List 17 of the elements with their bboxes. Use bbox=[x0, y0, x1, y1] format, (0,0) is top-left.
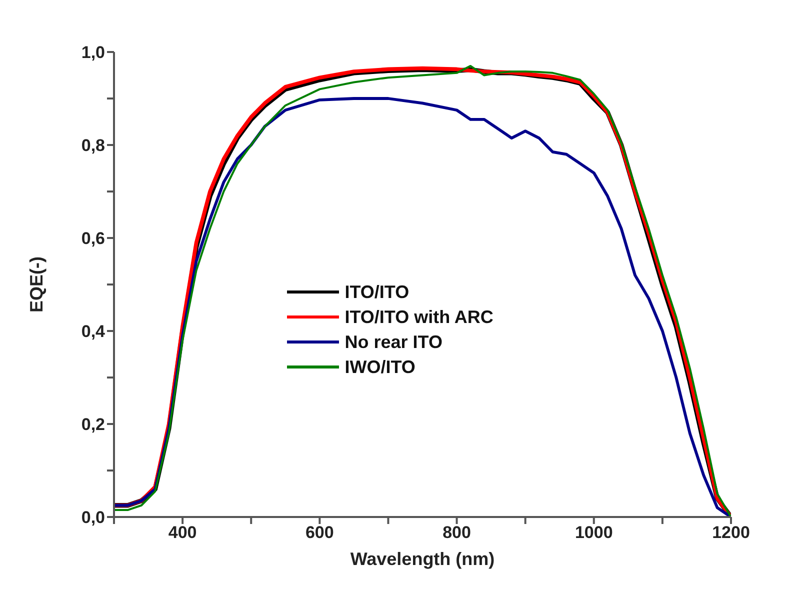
x-tick-label: 1200 bbox=[712, 523, 750, 542]
y-tick-label: 0,6 bbox=[81, 229, 105, 248]
x-tick-label: 400 bbox=[168, 523, 197, 542]
x-axis-title: Wavelength (nm) bbox=[350, 549, 495, 569]
legend-label: No rear ITO bbox=[344, 330, 442, 354]
legend-label: IWO/ITO bbox=[344, 356, 416, 379]
x-tick-label: 1000 bbox=[574, 523, 613, 542]
y-tick-label: 0,0 bbox=[81, 508, 105, 528]
y-axis-title: EQE(-) bbox=[26, 256, 46, 312]
x-tick-label: 600 bbox=[305, 523, 334, 542]
legend-label: ITO/ITO bbox=[344, 280, 410, 304]
y-tick-label: 0,2 bbox=[81, 415, 105, 434]
y-tick-label: 1,0 bbox=[81, 43, 105, 62]
legend-label: ITO/ITO with ARC bbox=[344, 306, 494, 329]
y-tick-label: 0,8 bbox=[81, 136, 105, 156]
x-tick-label: 800 bbox=[442, 523, 471, 542]
y-tick-label: 0,4 bbox=[81, 322, 106, 342]
